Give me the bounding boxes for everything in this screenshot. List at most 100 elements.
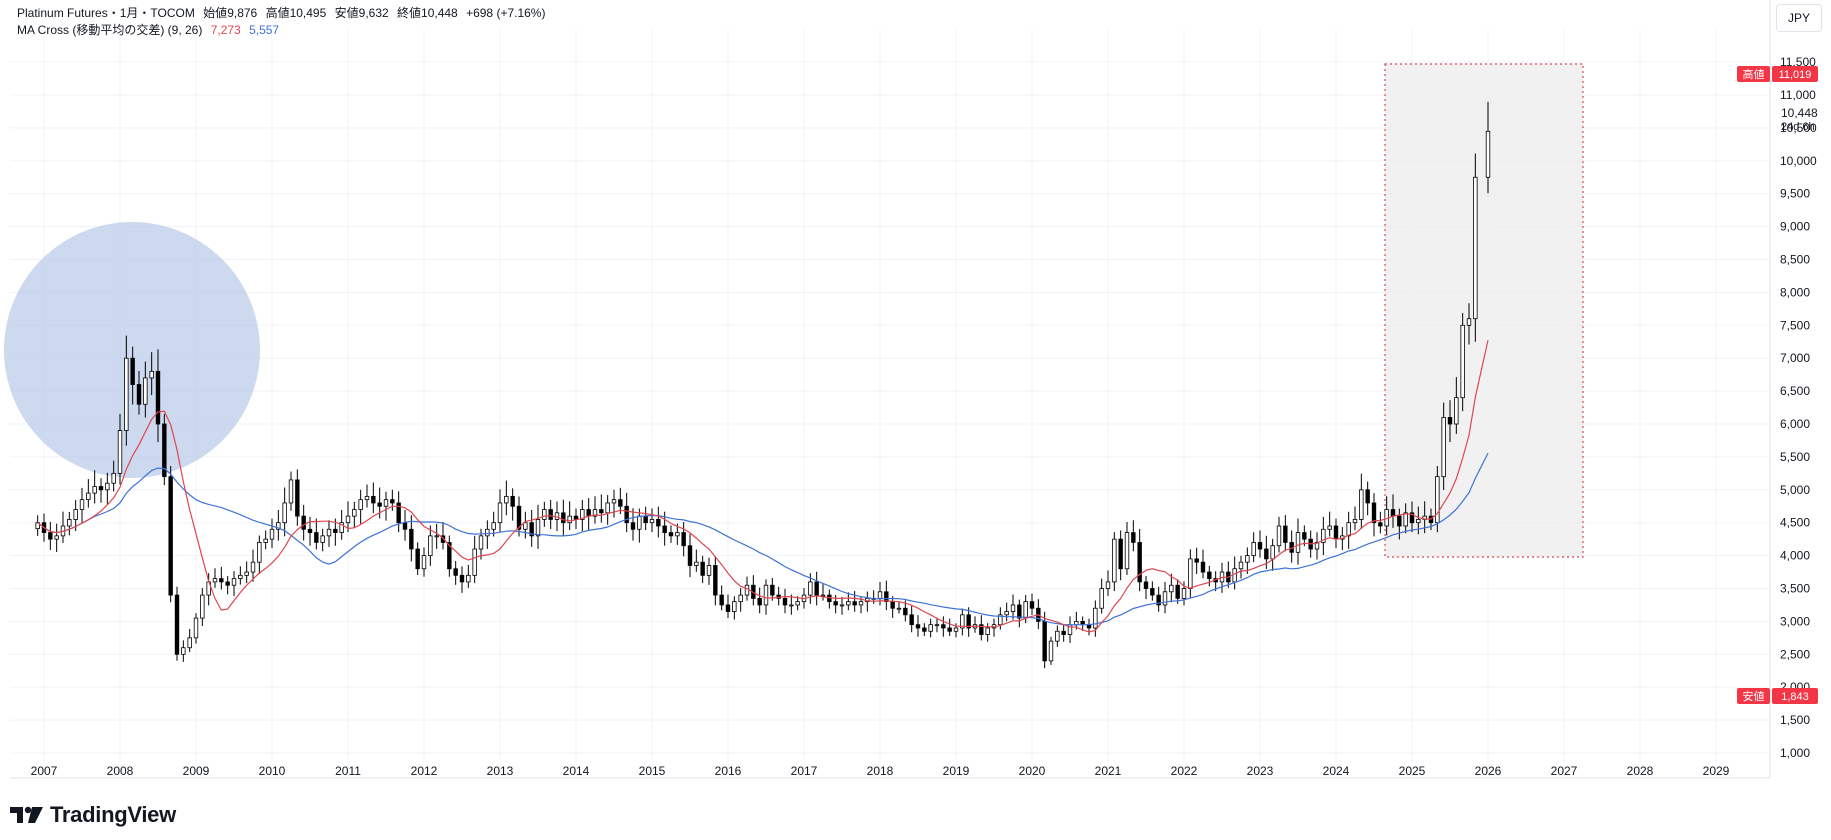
highlight-rectangle-drawing[interactable] [1384,63,1584,558]
candle [586,498,591,531]
candle [896,601,902,614]
candle [700,555,705,584]
candle [1162,582,1168,614]
high-price-badge: 高値 11,019 [1737,66,1818,82]
candle [567,501,572,531]
candle [618,487,623,515]
candle [238,566,243,585]
candle [1137,528,1142,592]
candle [966,607,971,637]
candle [1441,402,1446,490]
candle [763,579,769,615]
candle [1131,520,1136,552]
candle [276,509,281,541]
candle [358,489,363,524]
y-tick-label: 2,500 [1780,647,1810,661]
x-tick-label: 2019 [943,764,970,778]
candle [643,506,648,531]
candle [1194,547,1199,574]
high-badge-label: 高値 [1743,67,1765,81]
candle [1112,532,1117,592]
indicator-title[interactable]: MA Cross (移動平均の交差) (9, 26) [17,23,203,37]
low-label: 安値 [334,6,359,20]
candle [491,511,496,537]
symbol-legend[interactable]: Platinum Futures・1月・TOCOM 始値9,876 高値10,4… [17,6,550,21]
candle [1321,516,1326,556]
symbol-title[interactable]: Platinum Futures・1月・TOCOM [17,6,195,20]
candle [396,491,401,533]
candle [447,535,452,577]
candle [1371,493,1377,537]
time-axis[interactable]: 2007 2008 2009 2010 2011 2012 2013 2014 2015 2016… [10,764,1770,779]
price-axis[interactable]: 1,0001,5002,0002,5003,0003,5004,0004,500… [1769,0,1817,778]
candle [440,521,446,550]
candle [972,616,978,633]
candle [415,542,420,576]
x-tick-label: 2012 [411,764,438,778]
candle [694,549,699,572]
candle [656,506,661,538]
candle [1447,400,1453,443]
y-tick-label: 8,000 [1780,285,1810,299]
candle [611,489,617,518]
candle [1251,532,1256,563]
ma-slow-value: 5,557 [249,23,280,37]
candle [561,499,566,537]
candle [738,588,743,612]
last-price-label: 10,448 [1781,106,1818,120]
candle [516,496,522,537]
tradingview-logo-icon [10,806,43,823]
candle [820,584,826,601]
candle [1004,602,1009,622]
candle [155,349,161,443]
y-tick-label: 9,000 [1780,220,1810,234]
candle [288,471,294,511]
candle [168,466,173,603]
candle [244,561,249,584]
y-tick-label: 8,500 [1780,253,1810,267]
candle [909,606,914,633]
candle [928,618,933,638]
currency-button[interactable]: JPY [1776,4,1822,32]
candle [1150,581,1155,601]
candle [1010,594,1016,620]
candle [124,335,129,446]
y-tick-label: 7,000 [1780,351,1810,365]
candle [1276,516,1282,553]
x-tick-label: 2009 [183,764,210,778]
y-tick-label: 11,500 [1780,55,1816,69]
candle [915,615,921,637]
candle [884,580,889,611]
candle [1143,575,1149,600]
candle [630,508,636,541]
candle [681,521,686,557]
candle [1188,549,1193,598]
low-price-badge: 安値 1,843 [1737,688,1818,704]
y-tick-label: 10,500 [1780,121,1817,135]
candle [1124,521,1130,576]
x-tick-label: 2024 [1323,764,1350,778]
candle [162,414,167,486]
tradingview-logo[interactable]: TradingView [10,802,176,828]
x-tick-label: 2023 [1247,764,1274,778]
x-tick-label: 2025 [1399,764,1426,778]
candle [79,487,85,524]
candle [1270,538,1275,571]
candle [181,640,186,662]
x-tick-label: 2016 [715,764,742,778]
candle [580,499,585,532]
candle [35,515,40,536]
candle [428,525,433,566]
x-tick-label: 2018 [867,764,894,778]
candle [1156,586,1161,612]
candle [333,518,338,546]
candle [1359,473,1364,529]
candle [523,511,528,539]
candle [827,589,832,609]
indicator-legend[interactable]: MA Cross (移動平均の交差) (9, 26) 7,273 5,557 [17,23,284,38]
candle [592,496,598,524]
y-tick-label: 10,000 [1780,154,1817,168]
candle [1118,530,1123,581]
highlight-circle-drawing[interactable] [4,222,260,478]
